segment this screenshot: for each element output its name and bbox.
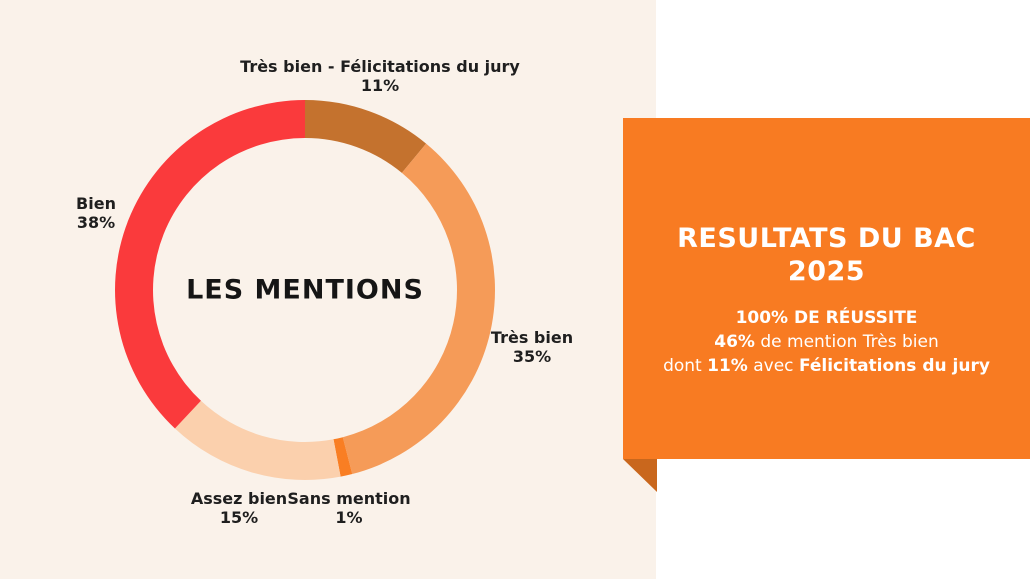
segment-name: Très bien - Félicitations du jury bbox=[240, 57, 520, 76]
card-line-felicitations-pre: dont bbox=[663, 356, 708, 376]
segment-pct: 11% bbox=[360, 76, 400, 95]
label-tres-bien-felicitations: Très bien - Félicitations du jury 11% bbox=[240, 57, 520, 95]
segment-pct: 35% bbox=[512, 347, 552, 366]
card-title-line1: RESULTATS DU BAC bbox=[677, 223, 976, 254]
card-body: 100% DE RÉUSSITE 46% de mention Très bie… bbox=[623, 306, 1030, 378]
segment-name: Bien bbox=[76, 194, 116, 213]
card-line-mention-rest: de mention Très bien bbox=[754, 332, 939, 352]
segment-name: Sans mention bbox=[287, 489, 411, 508]
donut-segment-3 bbox=[174, 400, 341, 480]
segment-pct: 38% bbox=[76, 213, 116, 232]
segment-name: Assez bien bbox=[190, 489, 288, 508]
donut-segment-0 bbox=[305, 100, 427, 173]
donut-segment-4 bbox=[115, 100, 305, 429]
donut-segment-1 bbox=[342, 143, 496, 475]
card-title-line2: 2025 bbox=[787, 256, 866, 287]
card-line-reussite: 100% DE RÉUSSITE bbox=[735, 308, 918, 328]
label-sans-mention: Sans mention 1% bbox=[287, 489, 410, 527]
donut-svg bbox=[115, 100, 496, 480]
donut-segment-2 bbox=[333, 437, 353, 477]
card-line-felicitations-mid: avec bbox=[747, 356, 799, 376]
card-line-felicitations-bold: Félicitations du jury bbox=[798, 356, 990, 376]
label-assez-bien: Assez bien 15% bbox=[191, 489, 287, 527]
mentions-donut-chart: LES MENTIONS Très bien - Félicitations d… bbox=[76, 57, 573, 527]
card-title: RESULTATS DU BAC 2025 bbox=[623, 222, 1030, 288]
card-line-felicitations: dont 11% avec Félicitations du jury bbox=[623, 354, 1030, 378]
segment-pct: 1% bbox=[335, 508, 363, 527]
chart-title: LES MENTIONS bbox=[186, 274, 424, 306]
results-card: RESULTATS DU BAC 2025 100% DE RÉUSSITE 46… bbox=[623, 118, 1030, 492]
card-line-mention: 46% de mention Très bien bbox=[623, 330, 1030, 354]
segment-name: Très bien bbox=[490, 328, 574, 347]
card-line-mention-pct: 46% bbox=[714, 332, 755, 352]
label-bien: Bien 38% bbox=[76, 194, 116, 232]
card-line-felicitations-pct: 11% bbox=[707, 356, 748, 376]
label-tres-bien: Très bien 35% bbox=[491, 328, 573, 366]
segment-pct: 15% bbox=[219, 508, 259, 527]
